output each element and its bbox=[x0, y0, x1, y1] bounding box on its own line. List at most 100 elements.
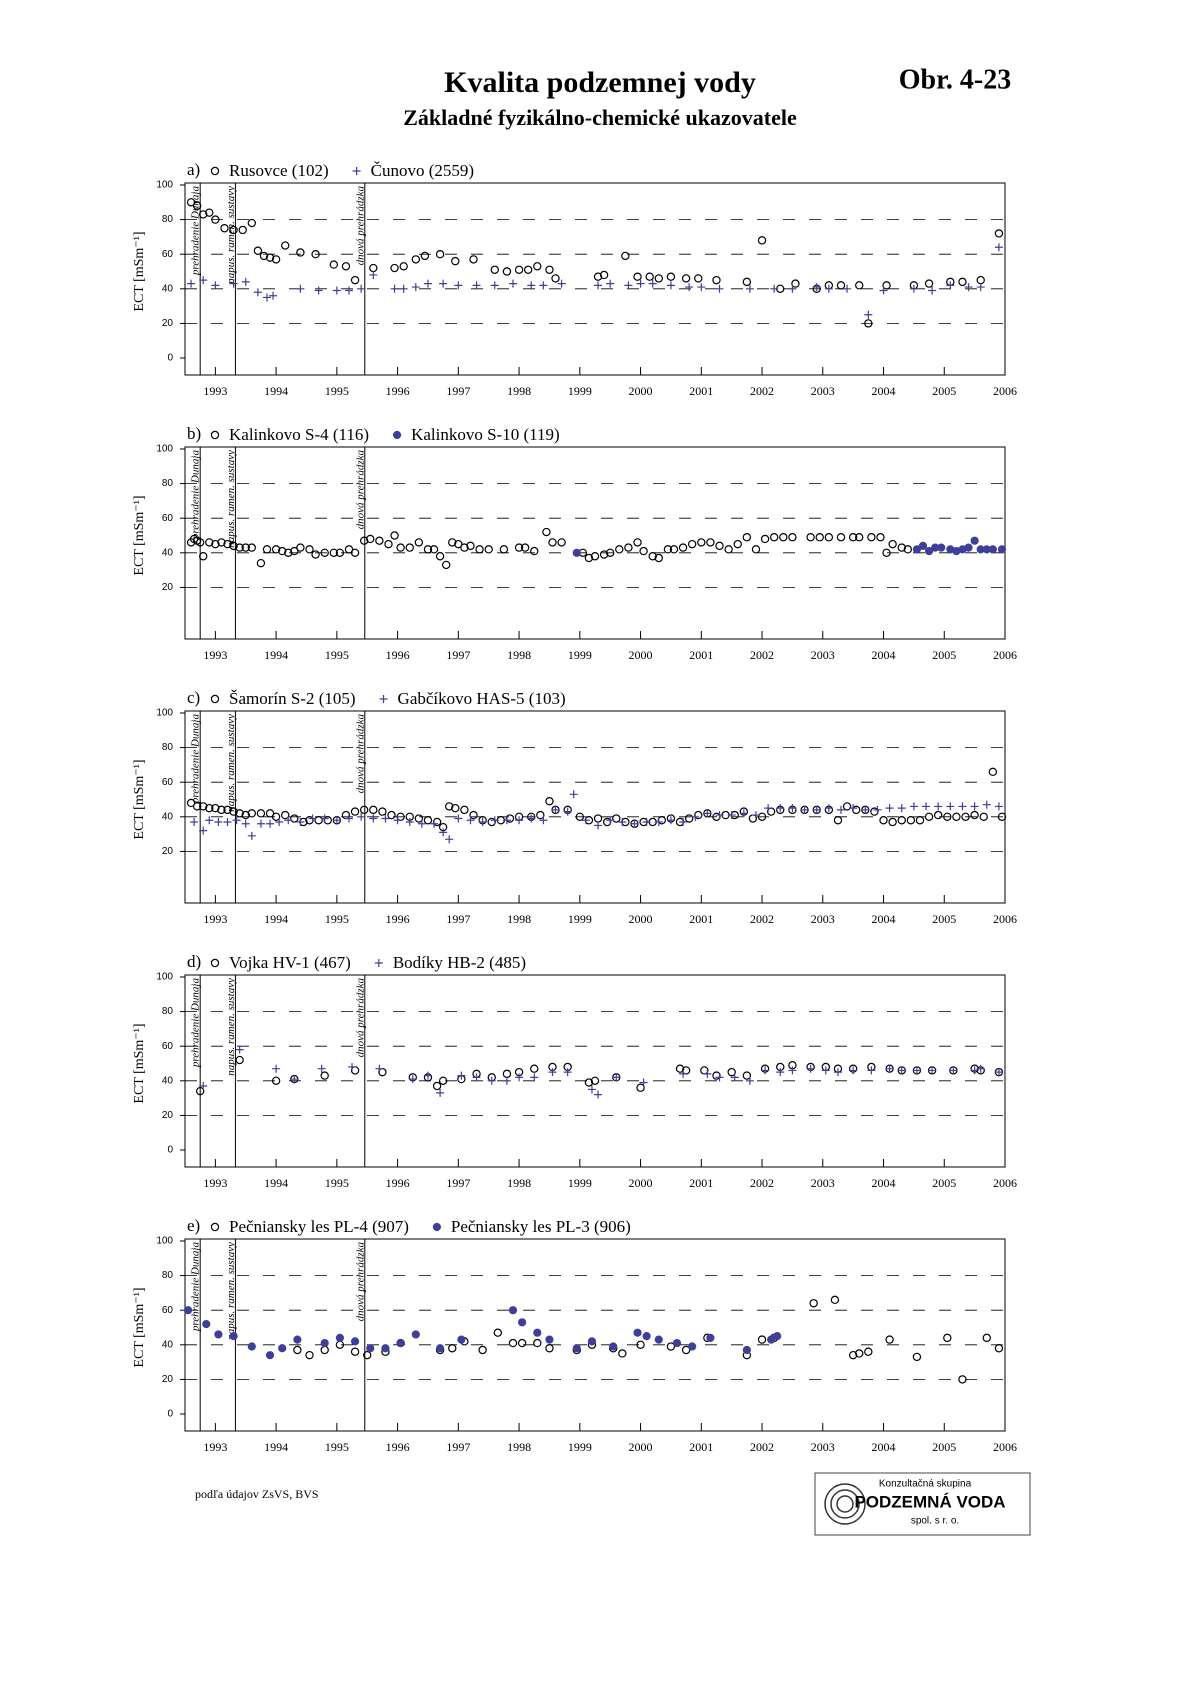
data-point bbox=[192, 802, 202, 811]
data-point bbox=[812, 283, 821, 292]
data-point bbox=[359, 805, 369, 815]
data-point bbox=[946, 802, 955, 811]
data-point bbox=[241, 543, 250, 552]
data-point bbox=[666, 1342, 676, 1351]
data-point bbox=[864, 310, 873, 319]
data-point bbox=[633, 538, 642, 547]
data-point bbox=[706, 538, 715, 547]
data-point bbox=[423, 279, 432, 288]
data-point bbox=[681, 1345, 691, 1355]
legend-label: Kalinkovo S-10 (119) bbox=[411, 425, 560, 444]
data-point bbox=[594, 1090, 603, 1099]
data-point bbox=[757, 236, 767, 245]
data-point bbox=[742, 1345, 751, 1355]
data-point bbox=[639, 1078, 648, 1087]
data-point bbox=[636, 1340, 645, 1350]
data-point bbox=[715, 284, 724, 293]
y-tick-label: 40 bbox=[162, 1075, 174, 1086]
data-point bbox=[490, 281, 499, 290]
data-point bbox=[557, 538, 566, 547]
data-point bbox=[445, 802, 454, 811]
data-point bbox=[211, 539, 220, 549]
panel-label: e) bbox=[187, 1216, 200, 1235]
data-point bbox=[533, 262, 542, 271]
x-tick-label: 2005 bbox=[932, 912, 956, 926]
data-point bbox=[393, 816, 402, 825]
data-point bbox=[378, 807, 387, 816]
data-point bbox=[715, 1073, 724, 1082]
data-point bbox=[408, 1075, 417, 1084]
y-tick-label: 80 bbox=[162, 478, 174, 489]
x-tick-label: 2002 bbox=[750, 384, 774, 398]
data-point bbox=[654, 553, 663, 563]
data-point bbox=[457, 1071, 466, 1080]
subtitle: Základné fyzikálno-chemické ukazovatele bbox=[403, 105, 797, 130]
x-tick-label: 2006 bbox=[993, 384, 1017, 398]
data-point bbox=[679, 1069, 688, 1078]
panel-label: c) bbox=[187, 688, 200, 707]
x-tick-label: 2001 bbox=[689, 648, 713, 662]
data-point bbox=[308, 814, 317, 823]
data-point bbox=[423, 816, 433, 825]
data-point bbox=[350, 807, 360, 816]
data-point bbox=[508, 1338, 518, 1348]
data-point bbox=[697, 283, 706, 292]
x-tick-label: 2000 bbox=[629, 912, 653, 926]
data-point bbox=[776, 804, 785, 813]
y-tick-label: 60 bbox=[162, 1041, 174, 1052]
data-point bbox=[842, 802, 852, 811]
event-label: prehradenie Dunaja bbox=[190, 186, 202, 277]
legend-marker bbox=[392, 430, 402, 440]
data-point bbox=[557, 279, 566, 288]
data-point bbox=[293, 1335, 302, 1344]
data-point bbox=[235, 1045, 244, 1054]
data-point bbox=[788, 1066, 797, 1075]
x-tick-label: 1996 bbox=[386, 1440, 410, 1454]
data-point bbox=[888, 817, 897, 827]
data-point bbox=[642, 1332, 651, 1341]
data-point bbox=[912, 1066, 921, 1075]
data-point bbox=[612, 1073, 621, 1082]
x-tick-label: 1999 bbox=[568, 912, 592, 926]
data-point bbox=[548, 1068, 557, 1077]
data-point bbox=[435, 249, 445, 259]
data-point bbox=[593, 814, 603, 823]
data-point bbox=[199, 1081, 208, 1090]
data-point bbox=[469, 810, 478, 820]
data-point bbox=[712, 275, 721, 285]
data-point bbox=[888, 539, 897, 549]
data-point bbox=[770, 284, 779, 293]
event-label: dnová prehrádzka bbox=[354, 450, 366, 530]
x-tick-label: 2006 bbox=[993, 1440, 1017, 1454]
y-tick-label: 40 bbox=[162, 547, 174, 558]
data-point bbox=[293, 1345, 302, 1355]
y-tick-label: 60 bbox=[162, 513, 174, 524]
data-point bbox=[241, 277, 250, 286]
data-point bbox=[311, 249, 320, 259]
data-point bbox=[672, 1338, 682, 1348]
data-point bbox=[278, 1344, 287, 1353]
data-point bbox=[958, 1375, 967, 1384]
y-tick-label: 100 bbox=[156, 972, 173, 983]
data-point bbox=[509, 279, 517, 288]
data-point bbox=[390, 531, 399, 540]
data-point bbox=[247, 831, 256, 840]
data-point bbox=[205, 816, 214, 825]
data-point bbox=[183, 1306, 193, 1315]
data-point bbox=[439, 279, 448, 288]
x-tick-label: 2004 bbox=[872, 912, 896, 926]
data-point bbox=[253, 246, 263, 255]
data-point bbox=[296, 543, 305, 552]
data-point bbox=[624, 543, 633, 552]
x-tick-label: 1998 bbox=[507, 648, 531, 662]
data-point bbox=[335, 548, 345, 558]
x-tick-label: 1996 bbox=[386, 648, 410, 662]
data-point bbox=[241, 810, 250, 820]
x-tick-label: 1999 bbox=[568, 648, 592, 662]
data-point bbox=[706, 1333, 715, 1342]
data-point bbox=[414, 814, 424, 823]
data-point bbox=[724, 545, 733, 554]
data-point bbox=[745, 284, 754, 293]
data-point bbox=[933, 810, 943, 820]
y-axis-label: ECT [mSm⁻¹] bbox=[132, 495, 147, 575]
